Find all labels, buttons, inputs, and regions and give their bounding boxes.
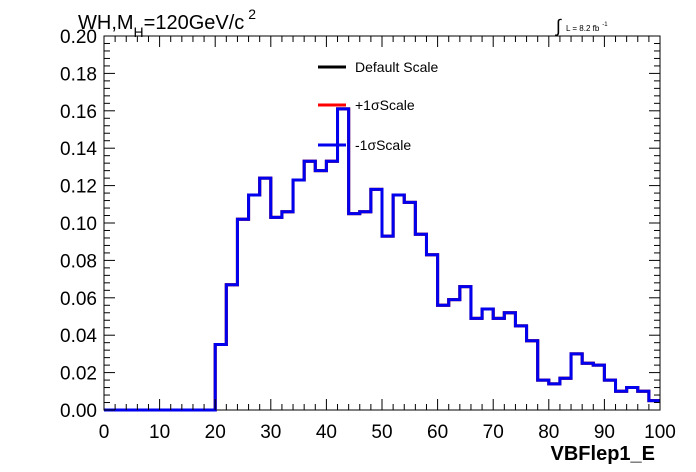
y-tick-label: 0.04 [60,326,97,347]
legend-entry: +1σScale [318,97,415,113]
y-tick-label: 0.06 [60,289,97,310]
y-tick-label: 0.10 [60,214,97,235]
luminosity-text: L = 8.2 fb [566,24,600,33]
legend-label: -1σScale [355,137,411,153]
x-tick-label: 70 [483,422,504,443]
legend-label: Default Scale [355,59,438,75]
x-tick-label: 20 [205,422,226,443]
x-tick-label: 90 [594,422,615,443]
series-2 [104,107,660,412]
y-tick-label: 0.20 [60,27,97,48]
luminosity-superscript: -1 [602,22,608,28]
process-label-superscript: 2 [248,6,256,22]
legend-entry: Default Scale [318,59,438,75]
histogram-line [104,107,660,412]
luminosity-integral-symbol: ∫ [554,16,562,36]
x-tick-label: 60 [427,422,448,443]
y-tick-label: 0.16 [60,102,97,123]
x-tick-label: 30 [260,422,281,443]
series-3 [104,107,660,412]
x-tick-label: 80 [538,422,559,443]
process-label-subscript: H [134,24,144,40]
x-tick-label: 50 [371,422,392,443]
process-label-main: WH,M [78,12,134,34]
legend: Default Scale +1σScale -1σScale [318,59,438,153]
histogram-line [104,107,660,412]
legend-entry: -1σScale [318,137,411,153]
x-tick-label: 100 [644,422,676,443]
series-1 [104,107,660,412]
process-label: WH,MH=120GeV/c 2 [78,6,256,40]
y-tick-label: 0.18 [60,64,97,85]
axis-layer: 0 10 20 30 40 50 60 70 80 90 100 0.00 0.02 0.04 0.06 0.… [60,27,676,443]
x-tick-label: 10 [149,422,170,443]
x-tick-label: 40 [316,422,337,443]
y-tick-label: 0.12 [60,177,97,198]
luminosity-label: L = 8.2 fb -1 [566,22,608,33]
x-tick-label: 0 [99,422,110,443]
y-tick-label: 0.02 [60,364,97,385]
histogram-layer [104,107,660,412]
legend-label: +1σScale [355,97,415,113]
y-tick-label: 0.14 [60,139,97,160]
y-tick-label: 0.08 [60,251,97,272]
histogram-line [104,107,660,412]
y-tick-label: 0.00 [60,401,97,422]
process-label-rest: =120GeV/c [144,12,245,34]
x-axis-label: VBFlep1_E [551,443,655,465]
